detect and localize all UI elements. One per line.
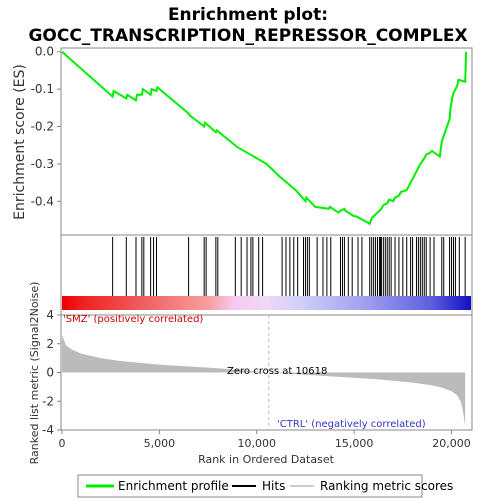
positive-label: 'SMZ' (positively correlated) (63, 314, 203, 325)
metric-y-tick-label: 2 (46, 337, 54, 351)
legend-hits-label: Hits (262, 479, 285, 493)
rank-heatmap-bar (62, 296, 471, 310)
metric-y-tick-label: 0 (46, 366, 54, 380)
x-tick-label: 20,000 (432, 437, 471, 450)
x-tick-label: 0 (59, 437, 66, 450)
legend-enrichment-label: Enrichment profile (118, 479, 229, 493)
es-y-tick-label: -0.3 (31, 157, 54, 171)
x-tick-label: 15,000 (335, 437, 374, 450)
zero-cross-label: Zero cross at 10618 (227, 366, 327, 377)
es-y-tick-label: -0.2 (31, 120, 54, 134)
es-y-axis-label: Enrichment score (ES) (12, 64, 28, 220)
es-plot-area (60, 47, 473, 236)
legend-metric-label: Ranking metric scores (320, 479, 453, 493)
chart-title-line2: GOCC_TRANSCRIPTION_REPRESSOR_COMPLEX (28, 26, 467, 46)
chart-title-line1: Enrichment plot: (168, 5, 328, 25)
es-y-tick-label: -0.4 (31, 194, 54, 208)
metric-y-tick-label: -2 (42, 394, 54, 408)
es-y-tick-label: -0.1 (31, 82, 54, 96)
x-tick-label: 10,000 (238, 437, 277, 450)
metric-y-axis-label: Ranked list metric (Signal2Noise) (28, 282, 41, 465)
x-tick-label: 5,000 (144, 437, 176, 450)
metric-y-tick-label: 4 (46, 308, 54, 322)
negative-label: 'CTRL' (negatively correlated) (277, 419, 426, 430)
metric-y-tick-label: -4 (42, 423, 54, 437)
es-y-tick-label: 0.0 (35, 45, 54, 59)
enrichment-profile-line (61, 50, 468, 226)
x-axis-label: Rank in Ordered Dataset (198, 453, 335, 466)
